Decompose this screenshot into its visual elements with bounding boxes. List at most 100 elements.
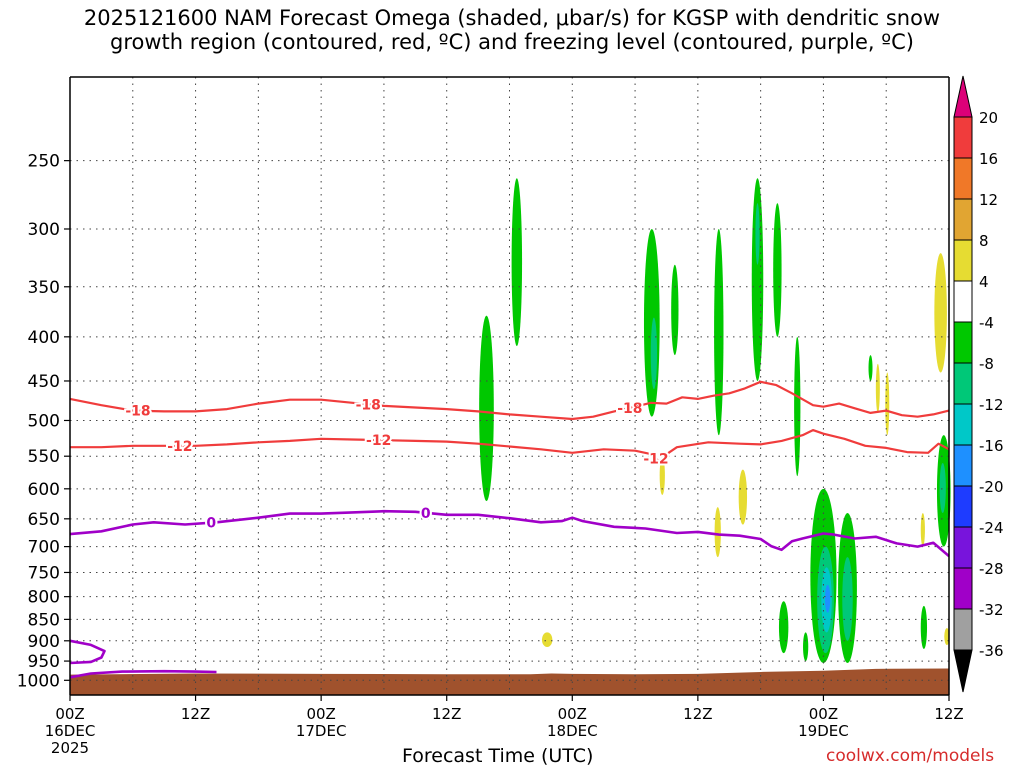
contour-freezing-level-lower xyxy=(69,639,106,665)
x-tick-label: 00Z xyxy=(809,705,838,723)
contour-label: 0 xyxy=(206,516,216,532)
contour-label: -12 xyxy=(167,439,192,455)
y-tick-label: 500 xyxy=(28,411,60,431)
omega-region xyxy=(714,507,721,558)
title-line-1: 2025121600 NAM Forecast Omega (shaded, μ… xyxy=(83,6,941,30)
contour-isotherm xyxy=(69,380,950,421)
colorbar-label: -4 xyxy=(979,314,994,332)
grid-lines xyxy=(70,77,949,695)
omega-region xyxy=(650,317,658,390)
omega-region xyxy=(479,315,494,502)
credit-text: coolwx.com/models xyxy=(826,746,995,766)
contour-label: -12 xyxy=(643,452,668,468)
omega-region xyxy=(875,363,880,413)
colorbar-band xyxy=(953,526,973,569)
omega-region xyxy=(511,178,523,347)
omega-region xyxy=(824,584,831,613)
omega-region xyxy=(671,264,679,356)
omega-region xyxy=(920,513,925,547)
plot-frame xyxy=(69,76,950,696)
y-tick-label: 850 xyxy=(28,610,60,630)
colorbar-label: -8 xyxy=(979,355,994,373)
contour-label: -18 xyxy=(125,404,150,420)
omega-shading xyxy=(479,178,951,664)
omega-region xyxy=(794,336,801,477)
colorbar-label: -12 xyxy=(979,396,1004,414)
omega-region xyxy=(643,228,660,417)
colorbar-band xyxy=(953,157,973,200)
x-tick-label: 00Z xyxy=(306,705,335,723)
colorbar-label: 8 xyxy=(979,232,989,250)
omega-region xyxy=(842,557,853,641)
x-tick-label: 12Z xyxy=(683,705,712,723)
omega-region xyxy=(885,372,890,436)
colorbar: 20 16 12 8 4 -4 -8 -12 -16 -20 -24 -28 -32 -36 xyxy=(953,75,1004,693)
y-tick-label: 300 xyxy=(28,220,60,240)
colorbar-label: -16 xyxy=(979,437,1004,455)
x-axis-title: Forecast Time (UTC) xyxy=(402,745,594,767)
colorbar-label: -24 xyxy=(979,519,1004,537)
y-tick-label: 550 xyxy=(28,447,60,467)
colorbar-band xyxy=(953,239,973,282)
omega-region xyxy=(541,632,553,647)
x-tick-label: 12Z xyxy=(934,705,963,723)
y-tick-label: 400 xyxy=(28,328,60,348)
colorbar-label: 4 xyxy=(979,273,989,291)
contour-label: 0 xyxy=(421,506,431,522)
colorbar-label: -28 xyxy=(979,560,1004,578)
omega-region xyxy=(755,203,760,265)
contour-freezing-level xyxy=(69,509,950,558)
y-tick-label: 750 xyxy=(28,563,60,583)
x-tick-label: 00Z xyxy=(558,705,587,723)
colorbar-label: -36 xyxy=(979,642,1004,660)
y-tick-label: 450 xyxy=(28,372,60,392)
colorbar-band xyxy=(953,567,973,610)
colorbar-label: 20 xyxy=(979,109,998,127)
omega-region xyxy=(714,228,724,436)
y-tick-label: 350 xyxy=(28,278,60,298)
colorbar-top-arrow xyxy=(953,75,973,118)
x-tick-label: 00Z xyxy=(55,705,84,723)
contour-label: -18 xyxy=(617,401,642,417)
colorbar-band xyxy=(953,362,973,405)
contour-label: -12 xyxy=(366,433,391,449)
title-line-2: growth region (contoured, red, ºC) and f… xyxy=(110,30,914,54)
x-tick-label: 17DEC xyxy=(296,722,347,740)
colorbar-band xyxy=(953,321,973,364)
omega-region xyxy=(803,632,809,662)
omega-region xyxy=(934,253,947,373)
colorbar-bottom-arrow xyxy=(953,649,973,693)
y-tick-label: 900 xyxy=(28,632,60,652)
colorbar-band xyxy=(953,116,973,159)
x-tick-label: 19DEC xyxy=(798,722,849,740)
x-tick-label: 2025 xyxy=(51,739,89,757)
x-tick-label: 12Z xyxy=(181,705,210,723)
omega-region xyxy=(773,203,782,337)
colorbar-label: -20 xyxy=(979,478,1004,496)
colorbar-band xyxy=(953,608,973,651)
y-tick-label: 650 xyxy=(28,510,60,530)
colorbar-band xyxy=(953,485,973,528)
y-tick-label: 950 xyxy=(28,652,60,672)
contour-freezing-level-lower xyxy=(69,669,217,679)
colorbar-label: 16 xyxy=(979,150,998,168)
omega-region xyxy=(939,462,946,514)
y-axis: 2503003504004505005506006507007508008509… xyxy=(17,152,70,691)
contour-label: -18 xyxy=(356,397,381,413)
colorbar-band xyxy=(953,444,973,487)
colorbar-band xyxy=(953,198,973,241)
colorbar-band xyxy=(953,403,973,446)
y-tick-label: 600 xyxy=(28,480,60,500)
colorbar-label: -32 xyxy=(979,601,1004,619)
x-tick-label: 12Z xyxy=(432,705,461,723)
contour-lines: -18 -18 -18 -12 -12 -12 0 0 xyxy=(69,380,950,679)
colorbar-band xyxy=(953,280,973,323)
contour-isotherm xyxy=(70,429,950,465)
y-tick-label: 1000 xyxy=(17,671,60,691)
omega-region xyxy=(778,601,789,654)
chart-title: 2025121600 NAM Forecast Omega (shaded, μ… xyxy=(0,6,1024,54)
y-tick-label: 250 xyxy=(28,152,60,172)
x-tick-label: 16DEC xyxy=(45,722,96,740)
